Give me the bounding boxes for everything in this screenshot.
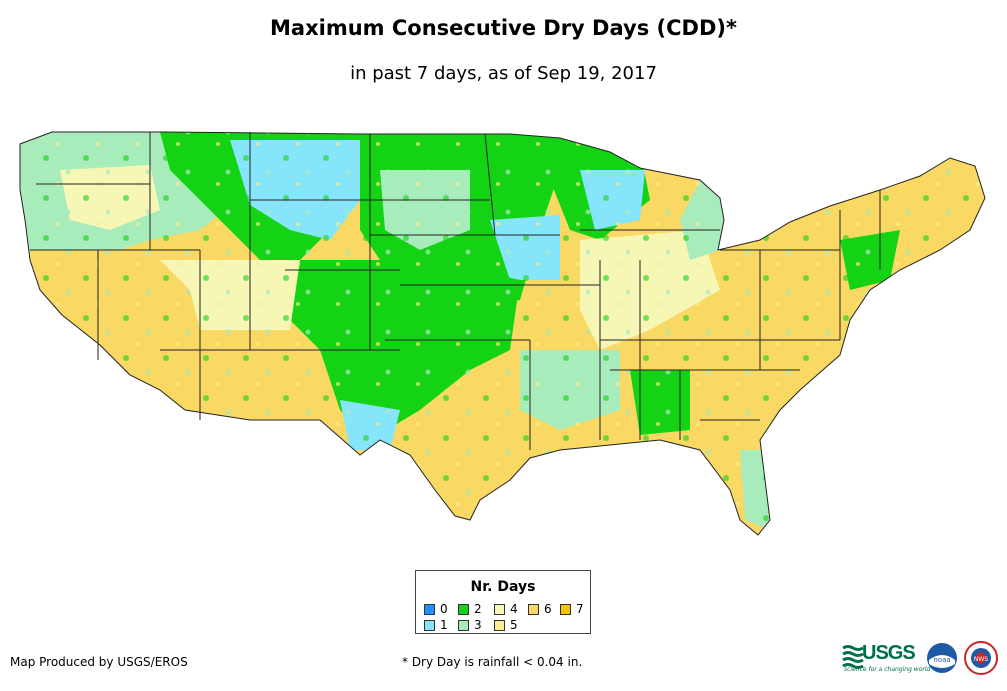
map-subtitle: in past 7 days, as of Sep 19, 2017 xyxy=(350,63,657,84)
legend-label: 5 xyxy=(510,618,518,632)
legend-item: 1 xyxy=(424,619,448,631)
producer-credit: Map Produced by USGS/EROS xyxy=(10,655,188,669)
legend: Nr. Days 0 1 2 3 4 5 6 7 xyxy=(415,570,591,634)
nws-logo-icon: NWS xyxy=(964,641,998,675)
legend-swatch xyxy=(424,620,435,631)
legend-swatch xyxy=(528,604,539,615)
usgs-logo-icon xyxy=(842,645,864,669)
usgs-wordmark: USGS xyxy=(862,642,916,664)
noaa-label: noaa xyxy=(933,656,950,664)
legend-swatch xyxy=(424,604,435,615)
noaa-logo-icon: noaa xyxy=(927,643,957,673)
nws-label: NWS xyxy=(974,656,988,663)
legend-label: 0 xyxy=(440,602,448,616)
legend-item: 4 xyxy=(494,603,518,615)
legend-swatch xyxy=(560,604,571,615)
map-title: Maximum Consecutive Dry Days (CDD)* xyxy=(270,16,737,40)
legend-label: 3 xyxy=(474,618,482,632)
legend-swatch xyxy=(458,604,469,615)
legend-label: 7 xyxy=(576,602,584,616)
legend-swatch xyxy=(494,620,505,631)
legend-item: 3 xyxy=(458,619,482,631)
legend-swatch xyxy=(494,604,505,615)
legend-label: 2 xyxy=(474,602,482,616)
legend-item: 6 xyxy=(528,603,552,615)
legend-item: 5 xyxy=(494,619,518,631)
legend-label: 6 xyxy=(544,602,552,616)
legend-item: 7 xyxy=(560,603,584,615)
legend-swatch xyxy=(458,620,469,631)
usgs-tagline: science for a changing world xyxy=(844,666,931,673)
cdd-map xyxy=(19,131,986,536)
legend-title: Nr. Days xyxy=(470,579,536,595)
agency-logos: USGS science for a changing world noaa N… xyxy=(842,640,1002,680)
legend-label: 4 xyxy=(510,602,518,616)
legend-item: 0 xyxy=(424,603,448,615)
legend-item: 2 xyxy=(458,603,482,615)
dry-day-footnote: * Dry Day is rainfall < 0.04 in. xyxy=(402,655,583,669)
state-boundaries xyxy=(19,131,986,536)
legend-label: 1 xyxy=(440,618,448,632)
